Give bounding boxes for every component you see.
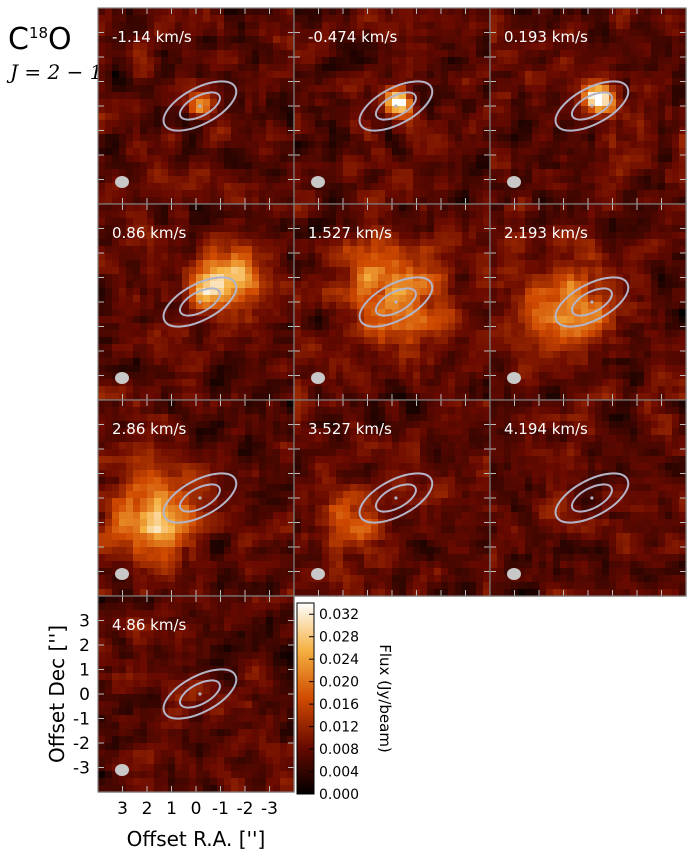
colorbar: 0.000 0.004 0.008 0.012 0.016 0.020 0.024 0.028… (296, 602, 394, 803)
velocity-label: 4.86 km/s (112, 616, 187, 634)
disk-contour-outer (162, 80, 238, 132)
channel-panel-4: 0.86 km/s (97, 203, 295, 401)
star-marker (198, 692, 202, 696)
disk-contour-outer (162, 276, 238, 328)
star-marker (394, 496, 398, 500)
velocity-label: -0.474 km/s (308, 28, 397, 46)
colorbar-tick-label: 0.016 (319, 697, 359, 713)
y-tick-label: 0 (79, 685, 90, 705)
beam-ellipse (115, 568, 129, 580)
velocity-label: 0.193 km/s (504, 28, 588, 46)
beam-ellipse (311, 176, 325, 188)
disk-contour-inner (178, 91, 221, 121)
x-tick-label: 3 (117, 799, 128, 819)
beam-ellipse (311, 568, 325, 580)
x-tick-label: 2 (142, 799, 153, 819)
channel-panel-1: -1.14 km/s (97, 7, 295, 205)
colorbar-tick-label: 0.004 (319, 765, 359, 781)
star-marker (198, 104, 202, 108)
channel-panel-5: 1.527 km/s (293, 203, 491, 401)
beam-ellipse (311, 372, 325, 384)
colorbar-tick-label: 0.024 (319, 652, 359, 668)
disk-contour-outer (358, 80, 434, 132)
channel-panel-8: 3.527 km/s (293, 399, 491, 597)
velocity-label: 1.527 km/s (308, 224, 392, 242)
star-marker (198, 300, 202, 304)
channel-panels: -1.14 km/s -0.474 km/s 0.193 km/s 0.86 km/s… (97, 7, 687, 793)
disk-contour-inner (374, 91, 417, 121)
x-axis-label: Offset R.A. [''] (127, 827, 266, 851)
beam-ellipse (115, 176, 129, 188)
beam-ellipse (507, 372, 521, 384)
star-marker (394, 104, 398, 108)
colorbar-tick-label: 0.020 (319, 675, 359, 691)
beam-ellipse (507, 568, 521, 580)
channel-panel-7: 2.86 km/s (97, 399, 295, 597)
y-tick-label: 2 (79, 636, 90, 656)
channel-panel-2: -0.474 km/s (293, 7, 491, 205)
channel-panel-9: 4.194 km/s (489, 399, 687, 597)
velocity-label: -1.14 km/s (112, 28, 192, 46)
colorbar-tick-label: 0.008 (319, 742, 359, 758)
beam-ellipse (115, 372, 129, 384)
channel-panel-3: 0.193 km/s (489, 7, 687, 205)
velocity-label: 0.86 km/s (112, 224, 187, 242)
x-tick-label: -1 (212, 799, 229, 819)
x-tick-label: -3 (261, 799, 278, 819)
colorbar-gradient (296, 602, 315, 795)
y-tick-label: 3 (79, 612, 90, 632)
disk-contour-outer (358, 276, 434, 328)
channel-panel-10: 4.86 km/s (97, 595, 295, 793)
disk-contour-outer (162, 472, 238, 524)
velocity-label: 4.194 km/s (504, 420, 588, 438)
star-marker (394, 300, 398, 304)
colorbar-tick-label: 0.028 (319, 630, 359, 646)
channel-panel-6: 2.193 km/s (489, 203, 687, 401)
panel-border (97, 595, 295, 793)
disk-contour-outer (554, 80, 630, 132)
disk-contour-outer (358, 472, 434, 524)
transition-label: J = 2 − 1 (10, 60, 103, 84)
disk-contour-inner (374, 287, 417, 317)
colorbar-tick-label: 0.000 (319, 787, 359, 803)
beam-ellipse (507, 176, 521, 188)
disk-contour-outer (554, 472, 630, 524)
disk-contour-inner (178, 287, 221, 317)
disk-contour-inner (570, 91, 613, 121)
y-axis-label: Offset Dec [''] (45, 625, 69, 763)
velocity-label: 3.527 km/s (308, 420, 392, 438)
velocity-label: 2.86 km/s (112, 420, 187, 438)
colorbar-tick-label: 0.012 (319, 720, 359, 736)
x-tick-label: 0 (191, 799, 202, 819)
colorbar-label: Flux (Jy/beam) (376, 644, 394, 753)
y-tick-label: -1 (73, 710, 90, 730)
disk-contour-inner (178, 679, 221, 709)
disk-contour-inner (570, 483, 613, 513)
star-marker (590, 496, 594, 500)
beam-ellipse (115, 764, 129, 776)
velocity-label: 2.193 km/s (504, 224, 588, 242)
star-marker (198, 496, 202, 500)
disk-contour-inner (374, 483, 417, 513)
molecule-title: C18O (8, 22, 72, 57)
disk-contour-inner (178, 483, 221, 513)
panel-border (489, 399, 687, 597)
star-marker (590, 300, 594, 304)
x-tick-label: -2 (237, 799, 254, 819)
colorbar-tick-label: 0.032 (319, 607, 359, 623)
y-tick-label: 1 (79, 661, 90, 681)
disk-contour-outer (554, 276, 630, 328)
disk-contour-inner (570, 287, 613, 317)
x-tick-label: 1 (166, 799, 177, 819)
y-tick-label: -2 (73, 734, 90, 754)
y-tick-label: -3 (73, 759, 90, 779)
star-marker (590, 104, 594, 108)
disk-contour-outer (162, 668, 238, 720)
